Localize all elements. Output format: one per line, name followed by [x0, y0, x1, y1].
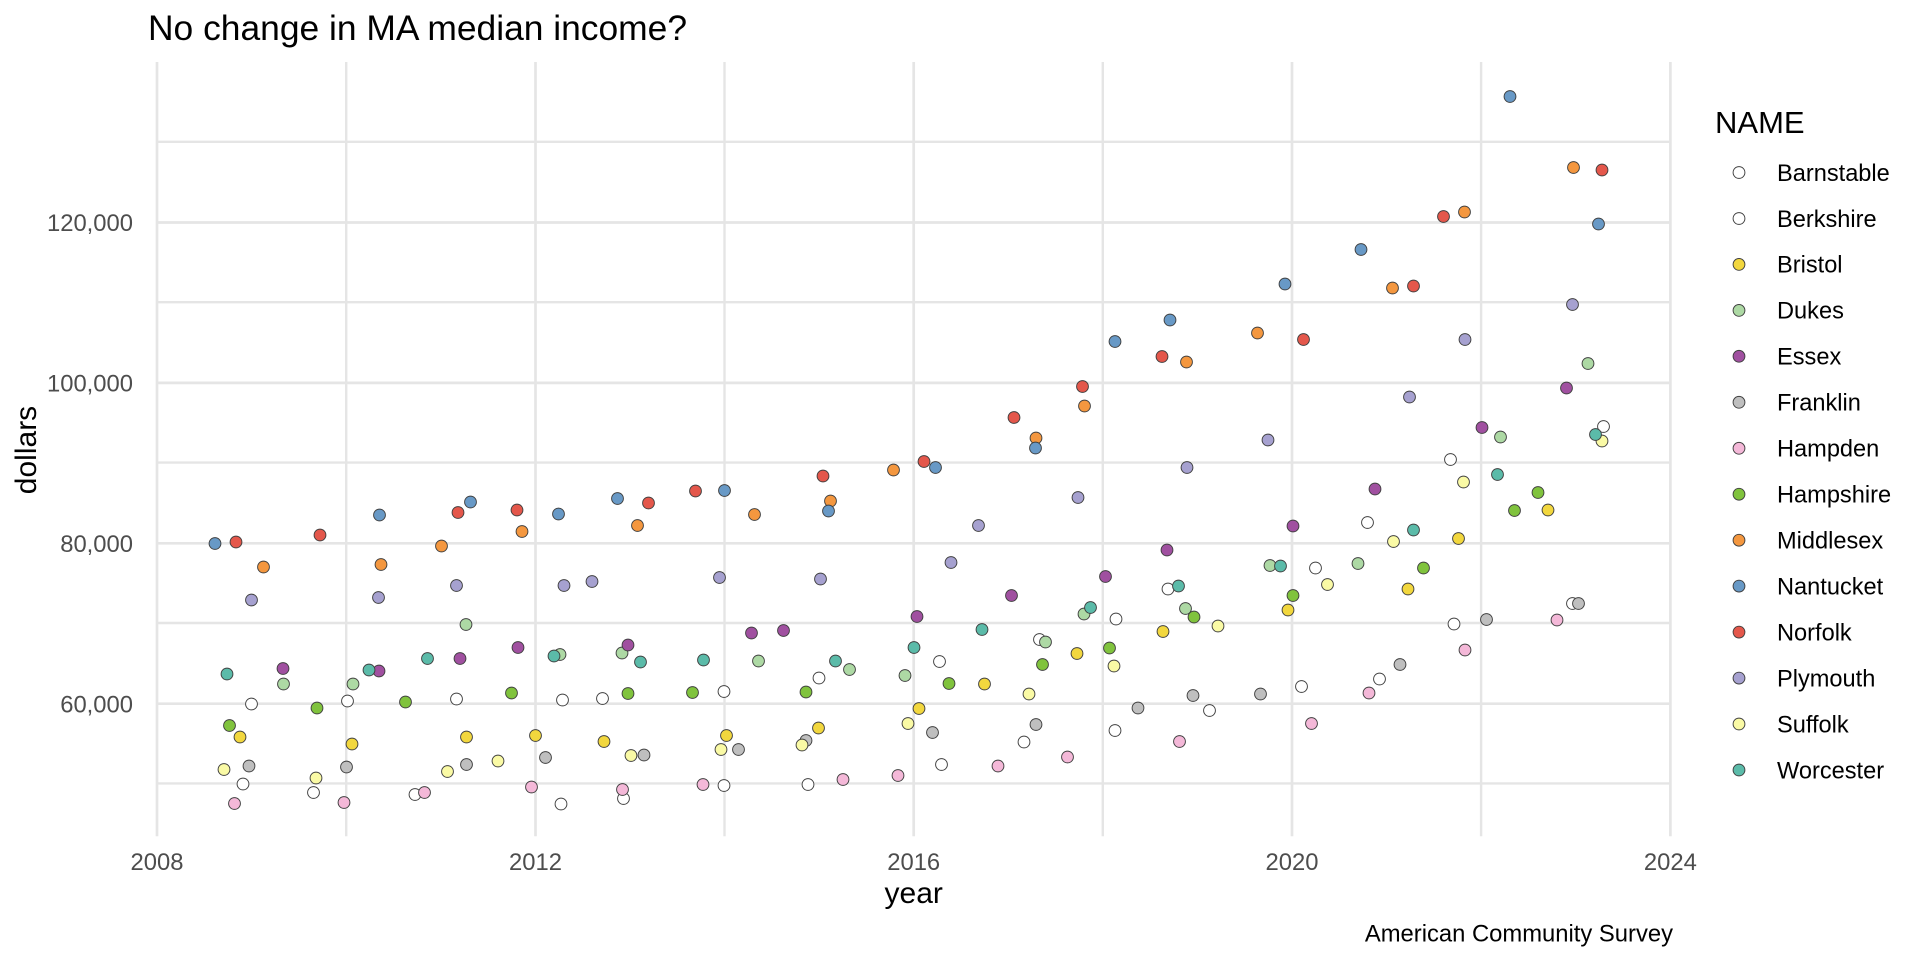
svg-text:2020: 2020	[1266, 849, 1319, 876]
svg-text:Bristol: Bristol	[1777, 253, 1843, 279]
svg-text:Franklin: Franklin	[1777, 391, 1861, 417]
svg-text:2012: 2012	[509, 849, 562, 876]
svg-text:Nantucket: Nantucket	[1777, 574, 1884, 600]
svg-text:Plymouth: Plymouth	[1777, 666, 1875, 692]
svg-text:60,000: 60,000	[60, 691, 133, 718]
svg-text:year: year	[885, 877, 943, 910]
svg-text:80,000: 80,000	[60, 531, 133, 558]
svg-text:Suffolk: Suffolk	[1777, 712, 1849, 738]
svg-text:Dukes: Dukes	[1777, 299, 1844, 325]
svg-text:120,000: 120,000	[47, 210, 133, 237]
svg-text:Norfolk: Norfolk	[1777, 620, 1852, 646]
svg-text:Hampshire: Hampshire	[1777, 483, 1891, 509]
svg-text:dollars: dollars	[10, 406, 43, 494]
svg-text:Middlesex: Middlesex	[1777, 529, 1883, 555]
svg-text:Barnstable: Barnstable	[1777, 161, 1890, 187]
svg-text:2024: 2024	[1644, 849, 1697, 876]
svg-text:NAME: NAME	[1715, 105, 1805, 140]
svg-text:Hampden: Hampden	[1777, 437, 1879, 463]
svg-text:100,000: 100,000	[47, 371, 133, 398]
svg-text:No change in MA median income?: No change in MA median income?	[148, 8, 687, 48]
svg-text:Worcester: Worcester	[1777, 758, 1884, 784]
svg-text:2008: 2008	[131, 849, 184, 876]
svg-text:American Community Survey: American Community Survey	[1365, 920, 1673, 947]
svg-text:Essex: Essex	[1777, 345, 1841, 371]
svg-text:2016: 2016	[887, 849, 940, 876]
svg-text:Berkshire: Berkshire	[1777, 207, 1877, 233]
